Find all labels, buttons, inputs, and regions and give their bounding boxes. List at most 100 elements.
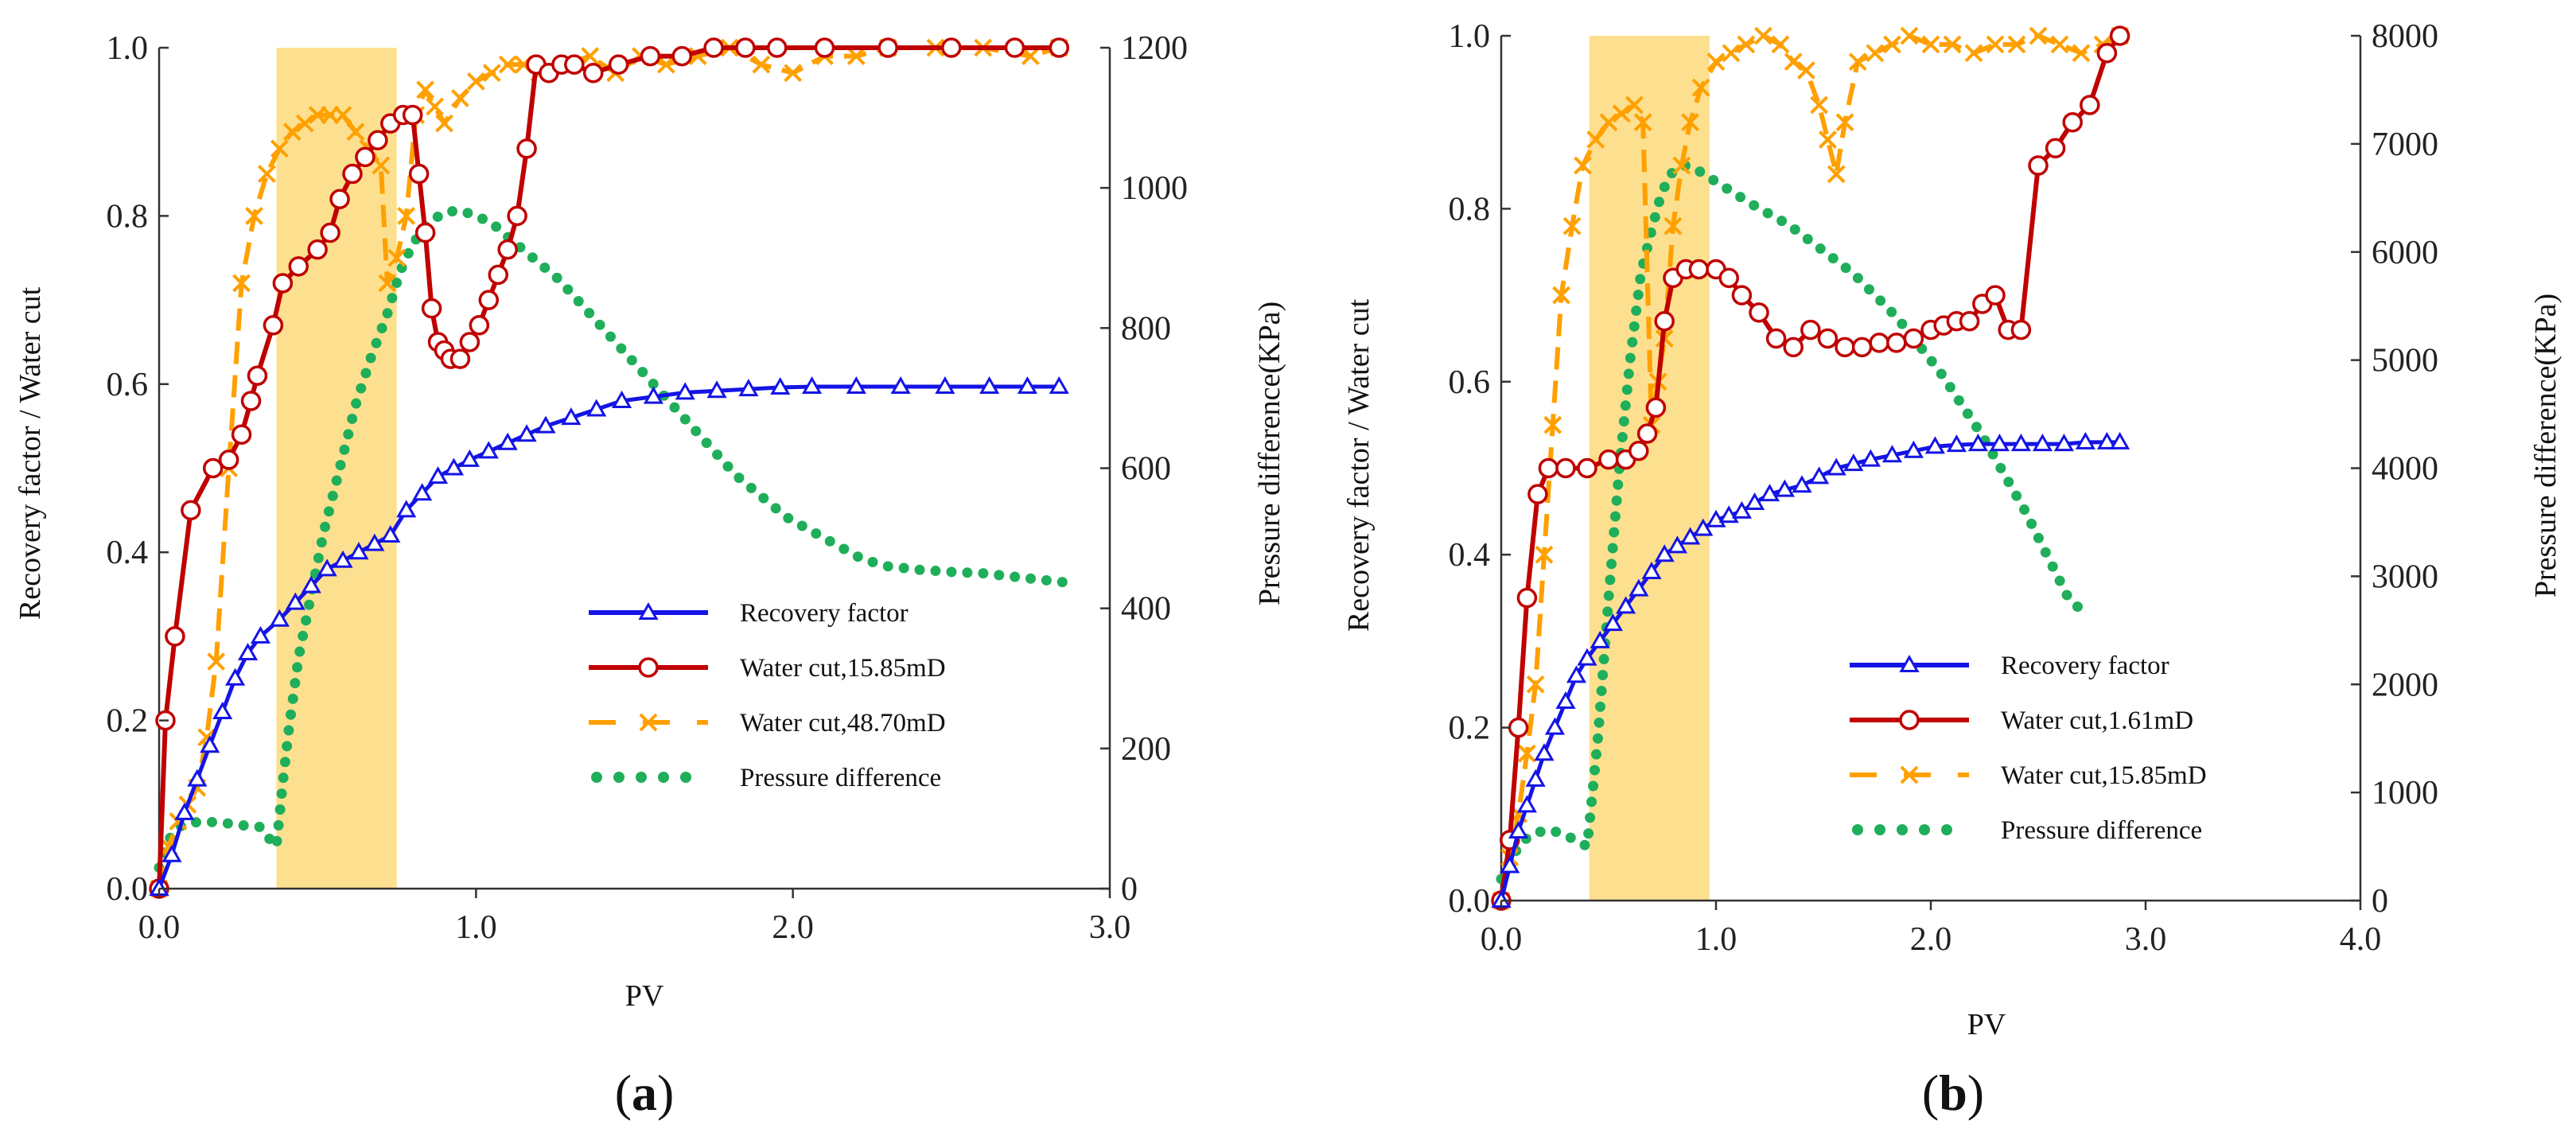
series-point-water-cut-15-85md [1633, 113, 1652, 132]
series-point-pressure-difference [292, 662, 303, 673]
series-point-water-cut-15-85md [231, 424, 252, 445]
series-point-pressure-difference [1611, 495, 1622, 506]
series-point-recovery-factor [348, 542, 369, 560]
y-tick-label-left: 1.0 [107, 30, 149, 67]
series-point-pressure-difference [1606, 558, 1617, 570]
series-point-pressure-difference [1585, 812, 1596, 823]
series-point-pressure-difference [648, 378, 659, 389]
series-point-recovery-factor [1759, 484, 1780, 502]
x-tick-label: 1.0 [1695, 921, 1737, 958]
x-axis-label: PV [1967, 1008, 2006, 1041]
series-point-pressure-difference [712, 449, 723, 460]
series-point-recovery-factor [1590, 630, 1610, 648]
series-point-pressure-difference [298, 630, 309, 641]
series-point-recovery-factor [161, 844, 182, 862]
y-tick-label-right: 1000 [2372, 775, 2438, 811]
y-tick-label-right: 2000 [2372, 667, 2438, 703]
series-point-pressure-difference [796, 520, 807, 531]
series-point-recovery-factor [706, 380, 727, 399]
series-point-pressure-difference [1815, 243, 1826, 255]
series-point-pressure-difference [1936, 368, 1947, 379]
legend-swatch-marker [1899, 654, 1920, 672]
legend: Recovery factor Water cut,15.85mD Water cu… [589, 599, 946, 792]
series-point-pressure-difference [1595, 701, 1606, 712]
series-point-pressure-difference [1551, 827, 1562, 838]
series-point-water-cut-15-85md [2029, 26, 2048, 45]
series-layer [1491, 25, 2130, 911]
series-point-pressure-difference [387, 293, 398, 304]
series-point-water-cut-48-70md [270, 139, 289, 158]
series-point-water-cut-15-85md [263, 315, 284, 336]
series-point-pressure-difference [1623, 368, 1634, 379]
series-point-pressure-difference [365, 352, 376, 364]
series-point-recovery-factor [412, 483, 433, 501]
y-tick-label-right: 1000 [1121, 170, 1188, 207]
series-point-pressure-difference [382, 308, 393, 319]
series-point-water-cut-1-61md [1538, 457, 1559, 479]
series-point-pressure-difference [637, 367, 648, 378]
legend-swatch-marker [639, 713, 658, 732]
series-point-pressure-difference [1953, 395, 1964, 406]
series-point-water-cut-1-61md [1688, 259, 1710, 280]
series-point-recovery-factor [1500, 855, 1520, 874]
y-tick-label-right: 4000 [2372, 451, 2438, 488]
series-point-pressure-difference [1588, 780, 1599, 792]
series-point-water-cut-15-85md [1049, 37, 1070, 58]
series-point-water-cut-48-70md [333, 106, 352, 124]
series-point-pressure-difference [811, 528, 822, 539]
series-point-pressure-difference [852, 551, 863, 562]
series-point-recovery-factor [1628, 578, 1649, 597]
series-point-water-cut-48-70md [397, 206, 416, 225]
series-point-pressure-difference [584, 307, 595, 318]
series-point-pressure-difference [283, 725, 294, 736]
series-point-pressure-difference [1708, 174, 1719, 185]
series-point-pressure-difference [626, 355, 637, 366]
series-point-water-cut-15-85md [497, 239, 518, 260]
x-tick-label: 4.0 [2340, 921, 2382, 958]
series-point-pressure-difference [1591, 749, 1602, 760]
series-point-pressure-difference [1579, 839, 1590, 850]
series-point-water-cut-15-85md [767, 37, 788, 58]
y-axis-label-right: Pressure difference(KPa) [2529, 294, 2562, 597]
series-point-water-cut-48-70md [466, 72, 485, 91]
series-point-water-cut-1-61md [2080, 95, 2100, 115]
series-point-pressure-difference [1926, 356, 1937, 367]
series-point-pressure-difference [356, 383, 367, 394]
legend-swatch-dot [613, 772, 625, 783]
panel-caption: (b) [1922, 1064, 1984, 1121]
series-point-water-cut-15-85md [355, 146, 376, 168]
series-point-pressure-difference [701, 438, 712, 449]
series-point-recovery-factor [643, 386, 663, 404]
series-point-water-cut-15-85md [2050, 35, 2069, 54]
series-point-water-cut-15-85md [402, 104, 423, 126]
series-point-water-cut-48-70md [752, 55, 771, 74]
legend-label: Pressure difference [2001, 816, 2202, 845]
y-tick-label-right: 1200 [1121, 30, 1188, 67]
series-point-pressure-difference [1886, 306, 1897, 317]
series-point-recovery-factor [738, 379, 759, 397]
series-point-recovery-factor [1667, 535, 1687, 554]
series-point-recovery-factor [380, 525, 401, 543]
y-tick-label-left: 0.2 [1449, 710, 1491, 747]
series-point-recovery-factor [1693, 518, 1714, 536]
series-point-water-cut-15-85md [507, 205, 527, 227]
series-point-pressure-difference [282, 741, 293, 752]
series-point-pressure-difference [1618, 416, 1629, 427]
series-point-recovery-factor [1616, 596, 1636, 614]
series-point-recovery-factor [2075, 431, 2095, 449]
series-point-recovery-factor [1544, 717, 1566, 735]
legend-swatch-dot [1897, 824, 1908, 835]
series-point-pressure-difference [1627, 337, 1638, 348]
series-point-water-cut-15-85md [1753, 26, 1772, 45]
series-point-pressure-difference [1590, 765, 1601, 776]
series-point-water-cut-48-70md [581, 47, 600, 65]
series-point-water-cut-1-61md [1959, 310, 1980, 332]
series-point-pressure-difference [1586, 796, 1597, 807]
legend-swatch-marker [1900, 765, 1919, 784]
series-point-water-cut-48-70md [656, 55, 675, 74]
series-point-pressure-difference [1010, 571, 1021, 582]
series-point-water-cut-15-85md [1796, 61, 1815, 80]
series-point-water-cut-1-61md [1783, 337, 1804, 358]
series-point-water-cut-48-70md [295, 114, 314, 133]
series-point-water-cut-15-85md [1664, 216, 1683, 235]
